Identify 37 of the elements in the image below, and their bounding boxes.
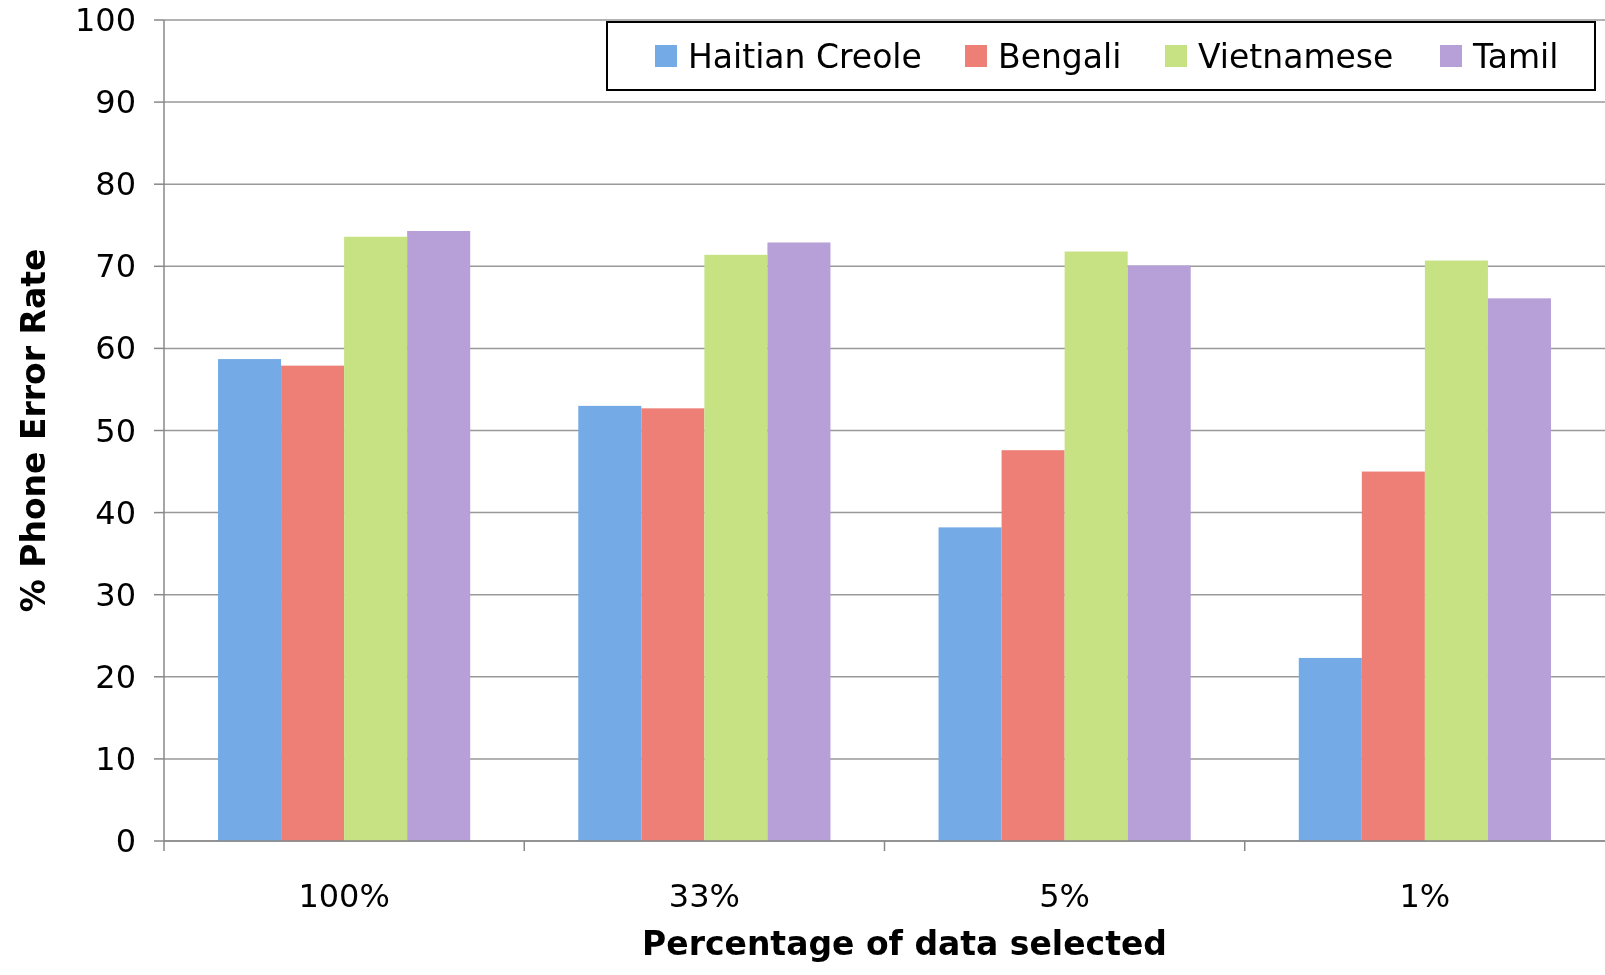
y-tick-label: 80 bbox=[95, 165, 136, 204]
bar bbox=[1127, 265, 1191, 841]
bar bbox=[407, 231, 471, 841]
y-tick-label: 30 bbox=[95, 575, 136, 614]
y-tick-label: 90 bbox=[95, 83, 136, 122]
bar bbox=[1001, 450, 1065, 841]
bar bbox=[218, 359, 282, 841]
x-axis-title: Percentage of data selected bbox=[642, 924, 1167, 963]
bar bbox=[344, 236, 408, 841]
x-tick-label: 1% bbox=[1399, 877, 1451, 915]
bar bbox=[281, 365, 345, 841]
legend-label: Haitian Creole bbox=[688, 36, 922, 76]
x-tick-label: 5% bbox=[1039, 877, 1091, 915]
bar bbox=[1424, 260, 1488, 841]
bar bbox=[1487, 298, 1551, 841]
legend-label: Tamil bbox=[1472, 36, 1559, 76]
y-axis-title: % Phone Error Rate bbox=[14, 248, 53, 613]
y-tick-label: 60 bbox=[95, 329, 136, 368]
legend-label: Bengali bbox=[998, 36, 1122, 76]
y-tick-label: 0 bbox=[115, 822, 136, 860]
y-tick-label: 50 bbox=[95, 411, 136, 450]
bar bbox=[641, 408, 705, 841]
y-tick-label: 100 bbox=[74, 1, 136, 39]
bar bbox=[1361, 471, 1425, 841]
bar bbox=[1064, 251, 1128, 841]
y-tick-label: 20 bbox=[95, 657, 136, 696]
y-tick-label: 10 bbox=[95, 739, 136, 778]
y-tick-label: 70 bbox=[95, 247, 136, 286]
y-tick-label: 40 bbox=[95, 493, 136, 532]
legend-label: Vietnamese bbox=[1198, 36, 1394, 76]
bar bbox=[578, 405, 642, 841]
bar bbox=[938, 527, 1002, 841]
bar bbox=[1298, 657, 1362, 841]
bar bbox=[767, 242, 831, 841]
bar bbox=[704, 254, 768, 841]
x-tick-label: 33% bbox=[668, 877, 740, 915]
x-tick-label: 100% bbox=[298, 877, 390, 915]
